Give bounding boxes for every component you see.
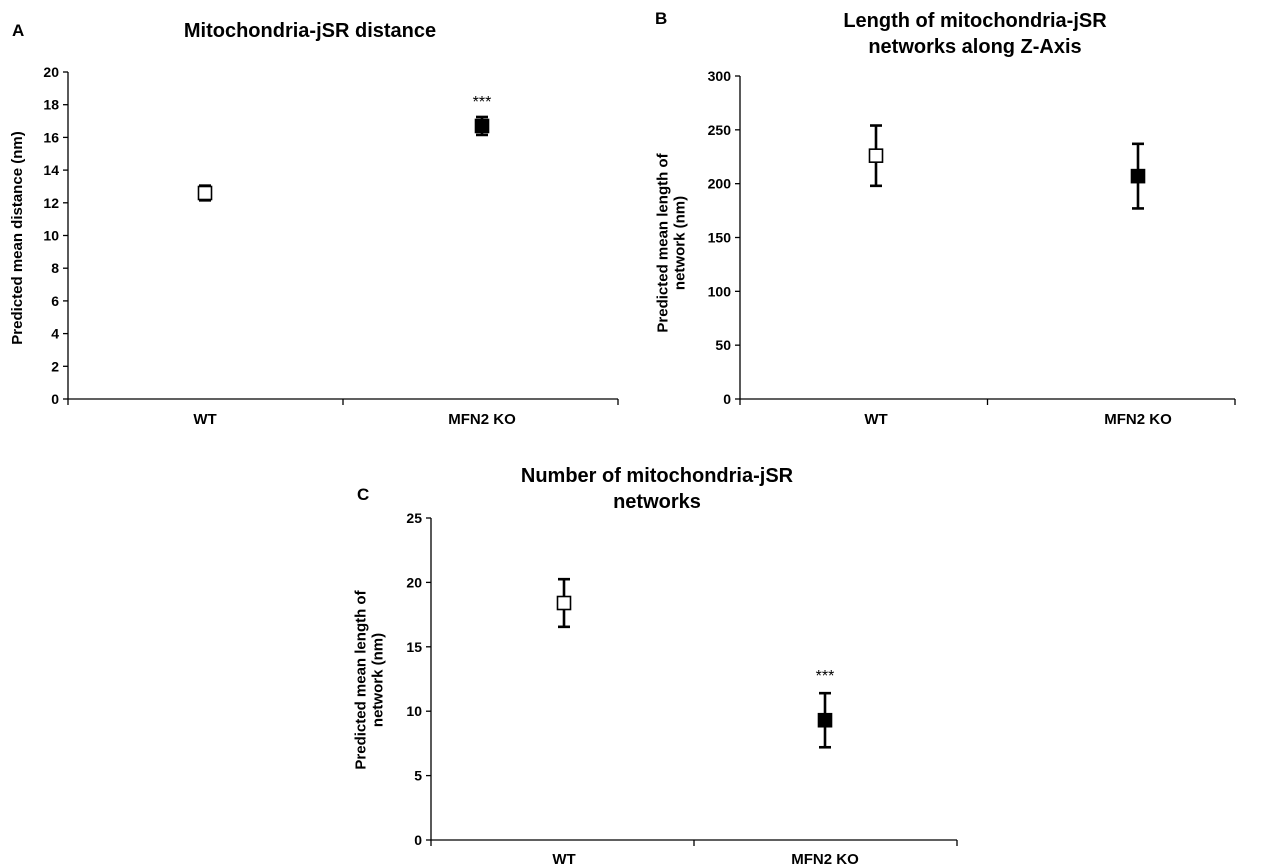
significance-label: *** [816,668,835,685]
y-tick-label: 12 [43,195,59,211]
chart-title: networks along Z-Axis [868,36,1081,58]
chart-panel-a: A Mitochondria-jSR distance 0 2 4 6 8 10 12 14 16 1… [9,20,619,428]
y-axis-label: network (nm) [672,196,689,290]
x-tick-label: WT [864,411,887,428]
y-tick-label: 200 [708,176,732,192]
y-axis-label: network (nm) [370,633,387,727]
y-tick-label: 0 [723,391,731,407]
y-tick-label: 100 [708,283,732,299]
x-tick-label: WT [552,851,575,868]
x-tick-label: MFN2 KO [1104,411,1172,428]
x-tick-label: MFN2 KO [448,411,516,428]
data-point-group: *** [816,668,835,749]
y-axis-label: Predicted mean distance (nm) [9,131,26,344]
data-marker [474,118,490,134]
y-tick-label: 250 [708,122,732,138]
chart-panel-b: B Length of mitochondria-jSR networks alon… [655,9,1236,428]
significance-label: *** [473,94,492,111]
panel-letter: B [655,9,667,28]
panel-letter: A [12,21,24,40]
chart-title: Number of mitochondria-jSR [521,465,794,487]
y-tick-label: 150 [708,230,732,246]
y-tick-label: 6 [51,293,59,309]
y-tick-label: 25 [406,510,422,526]
chart-title: networks [613,491,701,513]
data-marker [868,148,884,163]
y-tick-label: 2 [51,358,59,374]
y-tick-label: 15 [406,639,422,655]
y-tick-label: 10 [406,703,422,719]
x-tick-label: MFN2 KO [791,851,859,868]
data-marker [197,185,213,201]
y-tick-label: 0 [414,832,422,848]
y-axis-label: Predicted mean length of [353,589,370,769]
data-point-group [868,124,884,188]
chart-panel-c: C Number of mitochondria-jSR networks 0 5 10 1… [353,465,958,868]
y-tick-label: 16 [43,129,59,145]
chart-title: Length of mitochondria-jSR [843,10,1107,32]
y-tick-label: 4 [51,326,59,342]
y-tick-label: 20 [43,64,59,80]
data-marker [817,712,833,728]
data-point-group [1130,142,1146,210]
y-tick-label: 10 [43,228,59,244]
y-tick-label: 8 [51,260,59,276]
data-marker [556,595,572,611]
y-tick-label: 18 [43,97,59,113]
data-marker [1130,168,1146,184]
y-tick-label: 5 [414,768,422,784]
data-point-group: *** [473,94,492,137]
y-tick-label: 14 [43,162,59,178]
y-tick-label: 300 [708,68,732,84]
y-axis-label: Predicted mean length of [655,152,672,332]
y-tick-label: 20 [406,574,422,590]
data-point-group [197,184,213,202]
panel-letter: C [357,485,369,504]
data-point-group [556,577,572,629]
y-tick-label: 0 [51,391,59,407]
x-tick-label: WT [193,411,216,428]
chart-title: Mitochondria-jSR distance [184,20,436,42]
y-tick-label: 50 [715,337,731,353]
